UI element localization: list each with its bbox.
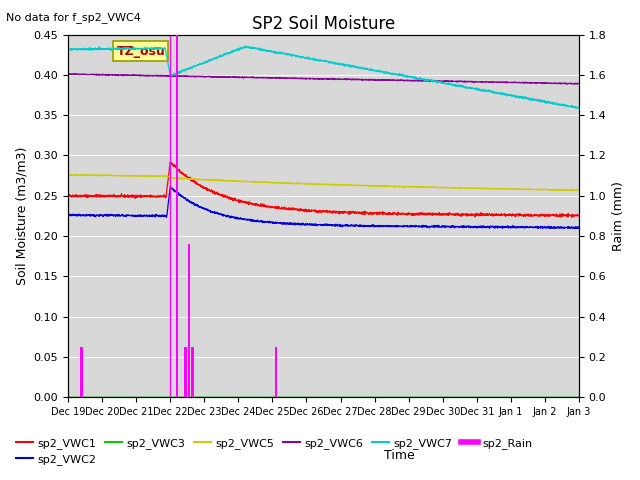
Bar — [81, 347, 83, 397]
Y-axis label: Soil Moisture (m3/m3): Soil Moisture (m3/m3) — [15, 147, 28, 285]
Title: SP2 Soil Moisture: SP2 Soil Moisture — [252, 15, 395, 33]
Text: TZ_osu: TZ_osu — [116, 45, 165, 58]
Text: Time: Time — [384, 449, 415, 462]
Y-axis label: Raim (mm): Raim (mm) — [612, 181, 625, 251]
Bar — [188, 244, 190, 397]
Text: No data for f_sp2_VWC4: No data for f_sp2_VWC4 — [6, 12, 141, 23]
Bar — [191, 347, 193, 397]
Bar — [176, 35, 178, 397]
Bar — [275, 347, 277, 397]
Legend: sp2_VWC1, sp2_VWC2, sp2_VWC3, sp2_VWC5, sp2_VWC6, sp2_VWC7, sp2_Rain: sp2_VWC1, sp2_VWC2, sp2_VWC3, sp2_VWC5, … — [12, 433, 537, 469]
Bar — [184, 347, 187, 397]
